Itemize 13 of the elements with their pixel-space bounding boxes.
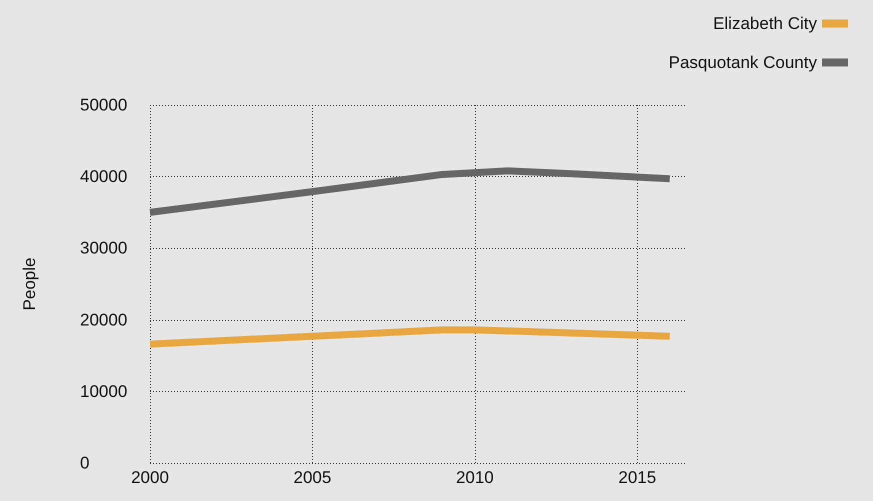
x-tick-label: 2015 xyxy=(618,468,656,487)
legend-label: Elizabeth City xyxy=(713,14,818,33)
y-tick-label: 50000 xyxy=(80,96,128,114)
y-axis-title: People xyxy=(20,258,39,310)
x-tick-label: 2000 xyxy=(131,468,169,487)
y-tick-label: 30000 xyxy=(80,238,128,258)
x-tick-label: 2010 xyxy=(456,468,494,487)
legend-label: Pasquotank County xyxy=(668,53,818,72)
y-tick-label: 40000 xyxy=(80,167,128,186)
y-tick-label: 20000 xyxy=(80,310,128,330)
y-tick-label: 10000 xyxy=(80,382,128,401)
y-tick-label: 0 xyxy=(80,454,90,472)
x-tick-label: 2005 xyxy=(294,468,332,487)
